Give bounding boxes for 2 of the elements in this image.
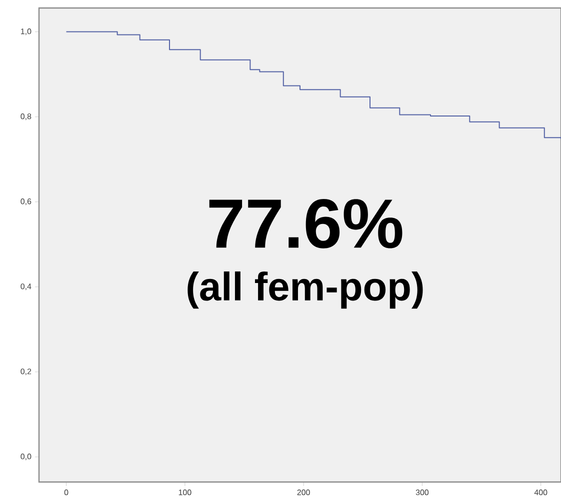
annotation: 77.6% bbox=[209, 198, 402, 248]
annotation: (all fem-pop) bbox=[188, 271, 423, 309]
